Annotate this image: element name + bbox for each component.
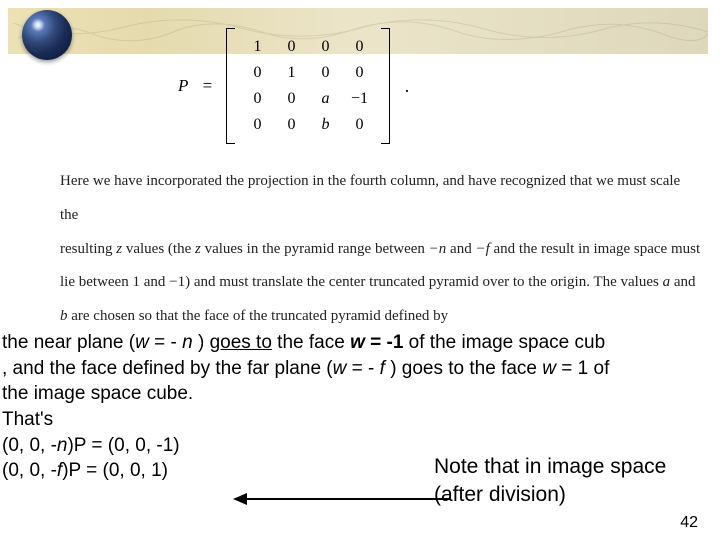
- explain-line-3: lie between 1 and −1) and must translate…: [60, 266, 702, 300]
- m-1-2: 0: [308, 60, 342, 86]
- matrix-lhs: P: [178, 76, 188, 96]
- lower-line-3: the image space cube.: [2, 381, 716, 407]
- m-0-3: 0: [342, 34, 376, 60]
- note-line-2: (after division): [434, 481, 704, 508]
- matrix-brackets: 1 0 0 0 0 1 0 0 0 0 a −1 0 0 b 0: [226, 28, 390, 144]
- m-3-2: b: [308, 112, 342, 138]
- m-0-0: 1: [240, 34, 274, 60]
- m-2-3: −1: [342, 86, 376, 112]
- m-2-1: 0: [274, 86, 308, 112]
- m-2-2: a: [308, 86, 342, 112]
- m-1-3: 0: [342, 60, 376, 86]
- matrix-eq-sign: =: [203, 76, 213, 96]
- explain-line-2: resulting z values (the z values in the …: [60, 233, 702, 267]
- m-0-1: 0: [274, 34, 308, 60]
- explain-line-1: Here we have incorporated the projection…: [60, 165, 702, 233]
- matrix-period: .: [405, 76, 410, 97]
- note-block: Note that in image space (after division…: [434, 453, 704, 508]
- matrix-grid: 1 0 0 0 0 1 0 0 0 0 a −1 0 0 b 0: [240, 34, 376, 138]
- m-3-1: 0: [274, 112, 308, 138]
- m-0-2: 0: [308, 34, 342, 60]
- globe-icon: [22, 10, 72, 60]
- page-number: 42: [680, 514, 698, 532]
- lower-line-1: the near plane (w = - n ) goes to the fa…: [2, 330, 716, 356]
- m-1-1: 1: [274, 60, 308, 86]
- m-3-3: 0: [342, 112, 376, 138]
- explain-line-4: b are chosen so that the face of the tru…: [60, 300, 702, 334]
- m-2-0: 0: [240, 86, 274, 112]
- lower-line-2: , and the face defined by the far plane …: [2, 356, 716, 382]
- serif-explanation-block: Here we have incorporated the projection…: [60, 165, 702, 334]
- m-3-0: 0: [240, 112, 274, 138]
- lower-line-4: That's: [2, 407, 716, 433]
- projection-matrix-equation: P = 1 0 0 0 0 1 0 0 0 0 a −1 0: [178, 28, 409, 144]
- note-line-1: Note that in image space: [434, 453, 704, 480]
- left-arrow-icon: [235, 498, 450, 500]
- m-1-0: 0: [240, 60, 274, 86]
